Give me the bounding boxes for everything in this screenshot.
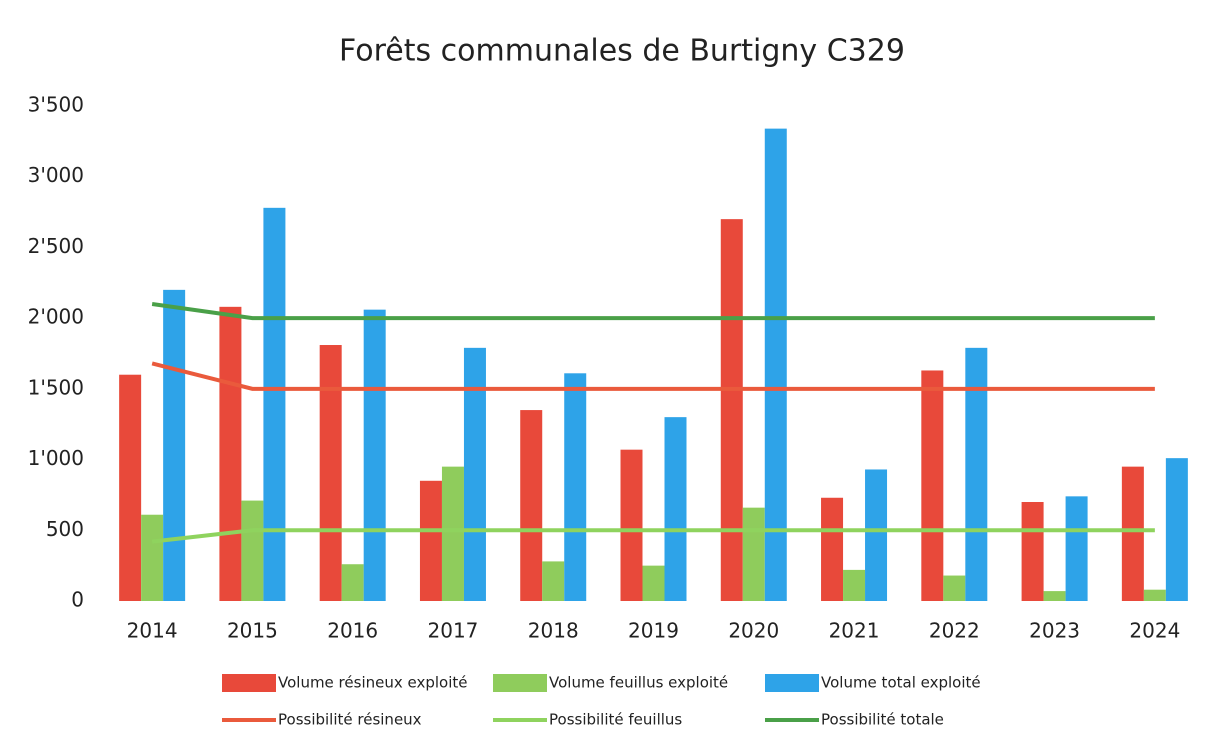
bar (564, 373, 587, 601)
legend-label: Volume total exploité (821, 674, 981, 692)
bar (520, 410, 543, 601)
bar (742, 507, 765, 601)
y-tick-label: 1'500 (28, 375, 84, 399)
x-tick-label: 2016 (327, 619, 378, 643)
y-tick-label: 2'000 (28, 305, 84, 329)
y-tick-label: 2'500 (28, 234, 84, 258)
bar (419, 480, 442, 601)
x-tick-label: 2020 (728, 619, 779, 643)
bar (463, 347, 486, 601)
x-tick-label: 2019 (628, 619, 679, 643)
bar (1165, 458, 1188, 601)
bar (1021, 502, 1044, 601)
x-tick-label: 2024 (1129, 619, 1180, 643)
y-tick-label: 3'000 (28, 163, 84, 187)
bar (341, 564, 364, 601)
bar (921, 370, 944, 601)
bar (1143, 589, 1166, 601)
bar (241, 500, 264, 601)
legend-swatch (765, 674, 819, 692)
bar (642, 565, 665, 601)
bar (1121, 466, 1144, 601)
legend-label: Volume feuillus exploité (549, 674, 728, 692)
legend-label: Volume résineux exploité (278, 674, 467, 692)
bar (542, 561, 565, 601)
bar (664, 417, 687, 601)
legend-swatch (222, 674, 276, 692)
bar (943, 575, 966, 601)
line-series (151, 302, 1155, 321)
bar (620, 449, 643, 601)
x-tick-label: 2017 (428, 619, 479, 643)
bar (319, 345, 342, 601)
legend-label: Possibilité totale (821, 711, 944, 729)
y-tick-label: 500 (46, 517, 84, 541)
bar (1043, 591, 1066, 601)
x-tick-label: 2023 (1029, 619, 1080, 643)
bar (865, 469, 888, 601)
y-tick-label: 0 (71, 588, 84, 612)
bar (843, 569, 866, 601)
x-tick-label: 2018 (528, 619, 579, 643)
legend-label: Possibilité résineux (278, 711, 422, 729)
x-tick-label: 2022 (929, 619, 980, 643)
bar (163, 289, 186, 601)
bar (363, 309, 386, 601)
bar (441, 466, 464, 601)
line-series (151, 528, 1155, 544)
legend-label: Possibilité feuillus (549, 711, 682, 729)
chart-title: Forêts communales de Burtigny C329 (339, 34, 905, 69)
line-series (151, 361, 1155, 391)
x-tick-label: 2014 (127, 619, 178, 643)
bar (764, 128, 787, 601)
bar (263, 207, 286, 602)
bar (219, 306, 242, 601)
x-tick-label: 2015 (227, 619, 278, 643)
bar (720, 219, 743, 601)
bar (1065, 496, 1088, 601)
bar (965, 347, 988, 601)
legend-swatch (493, 674, 547, 692)
x-tick-label: 2021 (829, 619, 880, 643)
y-tick-label: 3'500 (28, 93, 84, 117)
bar (821, 497, 844, 601)
y-tick-label: 1'000 (28, 446, 84, 470)
bar (141, 514, 164, 601)
bar (119, 374, 142, 601)
